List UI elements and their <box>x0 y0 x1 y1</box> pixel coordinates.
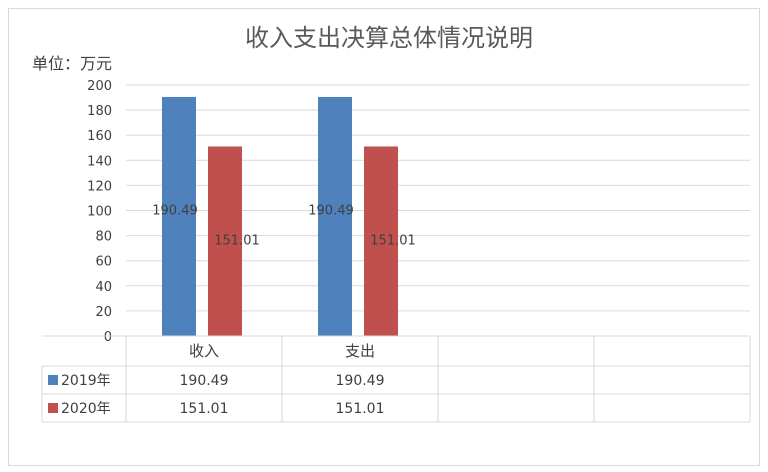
bar <box>162 96 196 336</box>
table-cell-value: 190.49 <box>336 373 385 389</box>
bar <box>318 96 352 336</box>
data-label: 190.49 <box>308 204 354 219</box>
y-tick-label: 80 <box>95 230 112 245</box>
y-tick-label: 160 <box>87 129 112 144</box>
table-cell-value: 151.01 <box>180 401 229 417</box>
data-label: 151.01 <box>370 234 416 249</box>
data-label: 151.01 <box>214 234 260 249</box>
data-table: 收入 支出 2019年 190.49 190.49 2020年 151.01 151.01 <box>41 335 751 423</box>
data-labels: 190.49 190.49 151.01 151.01 <box>152 204 416 249</box>
bar <box>364 146 398 336</box>
y-tick-label: 60 <box>95 255 112 270</box>
bars <box>162 96 398 336</box>
bar <box>208 146 242 336</box>
y-tick-label: 0 <box>104 330 112 345</box>
y-tick-label: 200 <box>87 79 112 94</box>
y-tick-label: 100 <box>87 205 112 220</box>
y-axis-ticks: 0 20 40 60 80 100 120 140 160 180 200 <box>87 79 112 345</box>
y-tick-label: 120 <box>87 179 112 194</box>
chart-title: 收入支出决算总体情况说明 <box>245 24 533 52</box>
legend-swatch <box>48 375 58 385</box>
legend-swatch <box>48 403 58 413</box>
table-cell-value: 190.49 <box>180 373 229 389</box>
y-tick-label: 140 <box>87 154 112 169</box>
y-tick-label: 180 <box>87 104 112 119</box>
y-tick-label: 20 <box>95 305 112 320</box>
legend-label: 2019年 <box>61 373 111 389</box>
data-label: 190.49 <box>152 204 198 219</box>
y-tick-label: 40 <box>95 280 112 295</box>
legend-label: 2020年 <box>61 401 111 417</box>
table-cell-value: 151.01 <box>336 401 385 417</box>
unit-label: 单位：万元 <box>32 54 112 73</box>
x-category-label: 收入 <box>189 342 219 360</box>
x-category-label: 支出 <box>345 342 375 360</box>
